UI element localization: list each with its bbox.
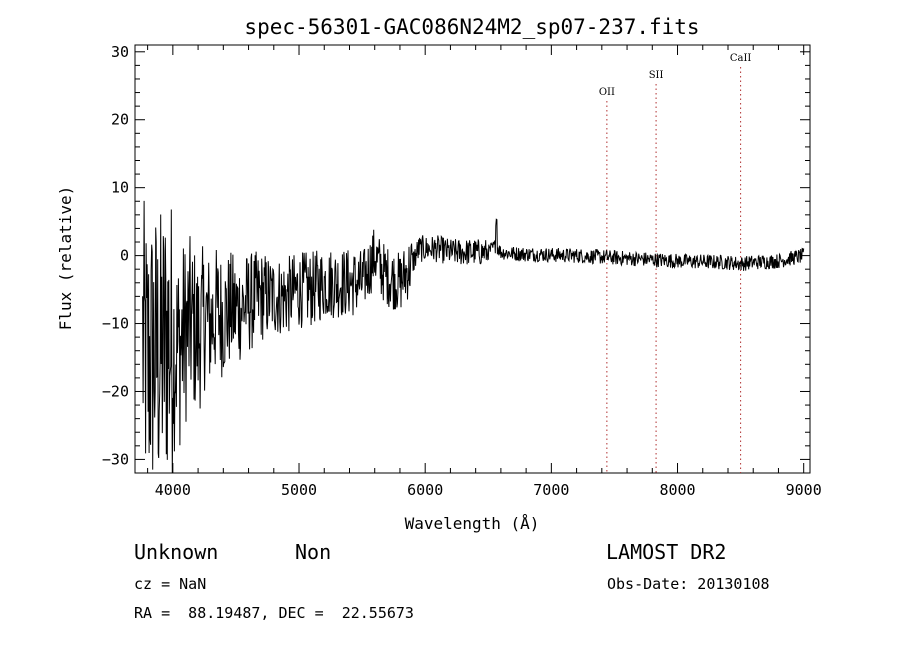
x-tick-label: 9000	[786, 481, 822, 499]
x-tick-label: 8000	[659, 481, 695, 499]
y-tick-label: 30	[111, 43, 129, 61]
y-tick-label: 0	[120, 247, 129, 265]
redshift-cz: cz = NaN	[134, 575, 207, 593]
y-tick-label: −10	[102, 315, 129, 333]
y-tick-label: −20	[102, 382, 129, 400]
y-axis-label: Flux (relative)	[56, 186, 75, 331]
object-class: Unknown	[134, 540, 219, 564]
spectral-line-label: CaII	[730, 53, 752, 64]
object-subclass: Non	[295, 540, 332, 564]
coordinates: RA = 88.19487, DEC = 22.55673	[134, 604, 414, 622]
x-axis-label: Wavelength (Å)	[405, 514, 540, 533]
y-tick-label: 20	[111, 111, 129, 129]
survey-name: LAMOST DR2	[606, 540, 727, 564]
spectral-line-label: OII	[599, 87, 615, 98]
plot-frame	[134, 44, 811, 474]
spectral-line-label: SII	[649, 70, 664, 81]
observation-date: Obs-Date: 20130108	[607, 575, 770, 593]
x-tick-label: 6000	[407, 481, 443, 499]
spectrum-line	[142, 200, 805, 474]
x-tick-label: 4000	[155, 481, 191, 499]
y-tick-label: 10	[111, 179, 129, 197]
x-tick-label: 7000	[533, 481, 569, 499]
x-tick-label: 5000	[281, 481, 317, 499]
chart-title: spec-56301-GAC086N24M2_sp07-237.fits	[244, 15, 699, 39]
y-tick-label: −30	[102, 450, 129, 468]
